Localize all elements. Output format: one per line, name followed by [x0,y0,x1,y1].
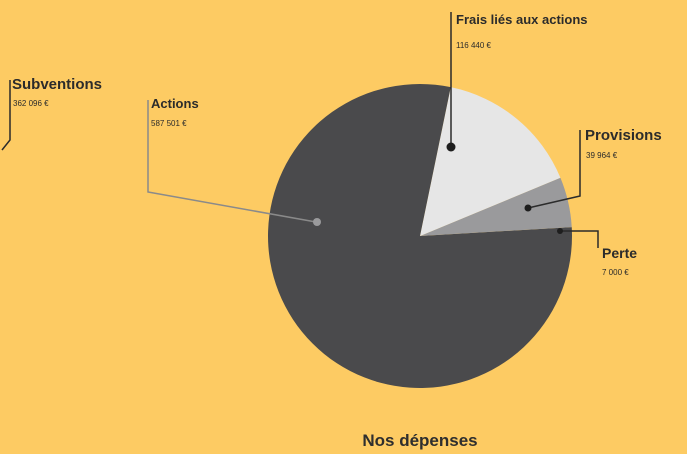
label-provisions-name: Provisions [585,127,662,144]
leader-lines [1,12,599,248]
pie-slice-provisions [420,177,572,236]
label-perte-name: Perte [602,245,637,261]
leader-line-actions [147,100,317,223]
label-subventions-value: 362 096 € [13,99,49,108]
pie-slice-perte [420,227,572,236]
pie-slice-actions [268,84,572,389]
label-provisions-value: 39 964 € [586,151,618,160]
leader-line-subventions [1,80,11,151]
chart-title: Nos dépenses [362,431,477,450]
label-frais-name: Frais liés aux actions [456,12,588,27]
marker-dot-perte [557,228,563,234]
label-frais-value: 116 440 € [456,41,492,50]
marker-dot-actions [313,218,321,226]
marker-dot-frais [446,142,456,152]
marker-dot-provisions [524,204,532,212]
label-actions-name: Actions [151,96,199,111]
leader-line-provisions [527,130,581,209]
label-perte-value: 7 000 € [602,268,629,277]
label-subventions-name: Subventions [12,76,102,93]
pie-slice-frais-li-s-aux-actions [420,87,561,236]
leader-line-perte [560,230,599,248]
label-actions-value: 587 501 € [151,119,187,128]
pie-slices [268,84,572,389]
